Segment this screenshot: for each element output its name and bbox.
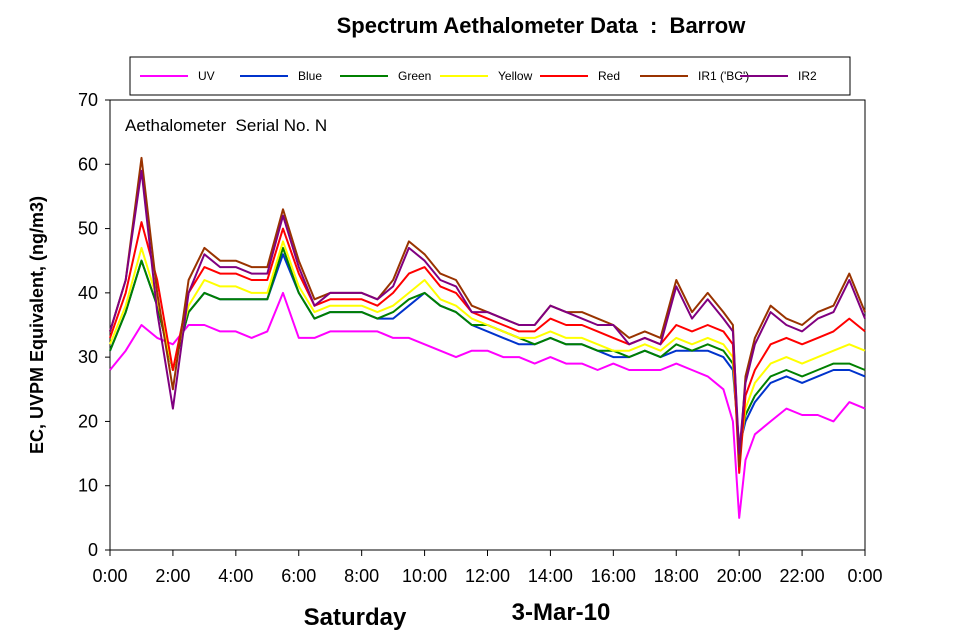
y-tick-label: 70 bbox=[78, 90, 98, 110]
x-tick-label: 12:00 bbox=[465, 566, 510, 586]
x-tick-label: 16:00 bbox=[591, 566, 636, 586]
x-tick-label: 22:00 bbox=[780, 566, 825, 586]
legend-label: Red bbox=[598, 69, 620, 83]
x-tick-label: 20:00 bbox=[717, 566, 762, 586]
x-tick-label: 0:00 bbox=[92, 566, 127, 586]
legend-label: Green bbox=[398, 69, 431, 83]
x-tick-label: 8:00 bbox=[344, 566, 379, 586]
y-tick-label: 20 bbox=[78, 411, 98, 431]
y-tick-label: 30 bbox=[78, 347, 98, 367]
legend-label: UV bbox=[198, 69, 215, 83]
x-tick-label: 2:00 bbox=[155, 566, 190, 586]
legend: UV Blue Green Yellow Red IR1 ('BC') IR2 bbox=[129, 56, 851, 96]
y-tick-label: 60 bbox=[78, 154, 98, 174]
chart-annotation: Aethalometer Serial No. N bbox=[125, 116, 327, 135]
series-line bbox=[109, 291, 866, 519]
y-axis-label: EC, UVPM Equivalent, (ng/m3) bbox=[27, 196, 47, 454]
x-tick-label: 14:00 bbox=[528, 566, 573, 586]
chart-title: Spectrum Aethalometer Data : Barrow bbox=[337, 13, 747, 38]
x-tick-label: 10:00 bbox=[402, 566, 447, 586]
y-tick-label: 40 bbox=[78, 283, 98, 303]
legend-label: IR1 ('BC') bbox=[698, 69, 749, 83]
legend-label: Yellow bbox=[498, 69, 533, 83]
x-tick-label: 0:00 bbox=[847, 566, 882, 586]
legend-label: IR2 bbox=[798, 69, 817, 83]
y-tick-label: 0 bbox=[88, 540, 98, 560]
y-tick-label: 10 bbox=[78, 476, 98, 496]
y-axis: 0 10 20 30 40 50 60 70 bbox=[78, 90, 110, 560]
day-label: Saturday bbox=[304, 604, 407, 631]
x-tick-label: 4:00 bbox=[218, 566, 253, 586]
series-line bbox=[109, 221, 866, 474]
date-label: 3-Mar-10 bbox=[512, 599, 611, 626]
y-tick-label: 50 bbox=[78, 219, 98, 239]
legend-label: Blue bbox=[298, 69, 322, 83]
series-group bbox=[109, 156, 866, 519]
series-line bbox=[109, 169, 866, 455]
x-axis: 0:00 2:00 4:00 6:00 8:00 10:00 12:00 14:00 16:00… bbox=[92, 550, 883, 586]
x-tick-label: 6:00 bbox=[281, 566, 316, 586]
x-tick-label: 18:00 bbox=[654, 566, 699, 586]
